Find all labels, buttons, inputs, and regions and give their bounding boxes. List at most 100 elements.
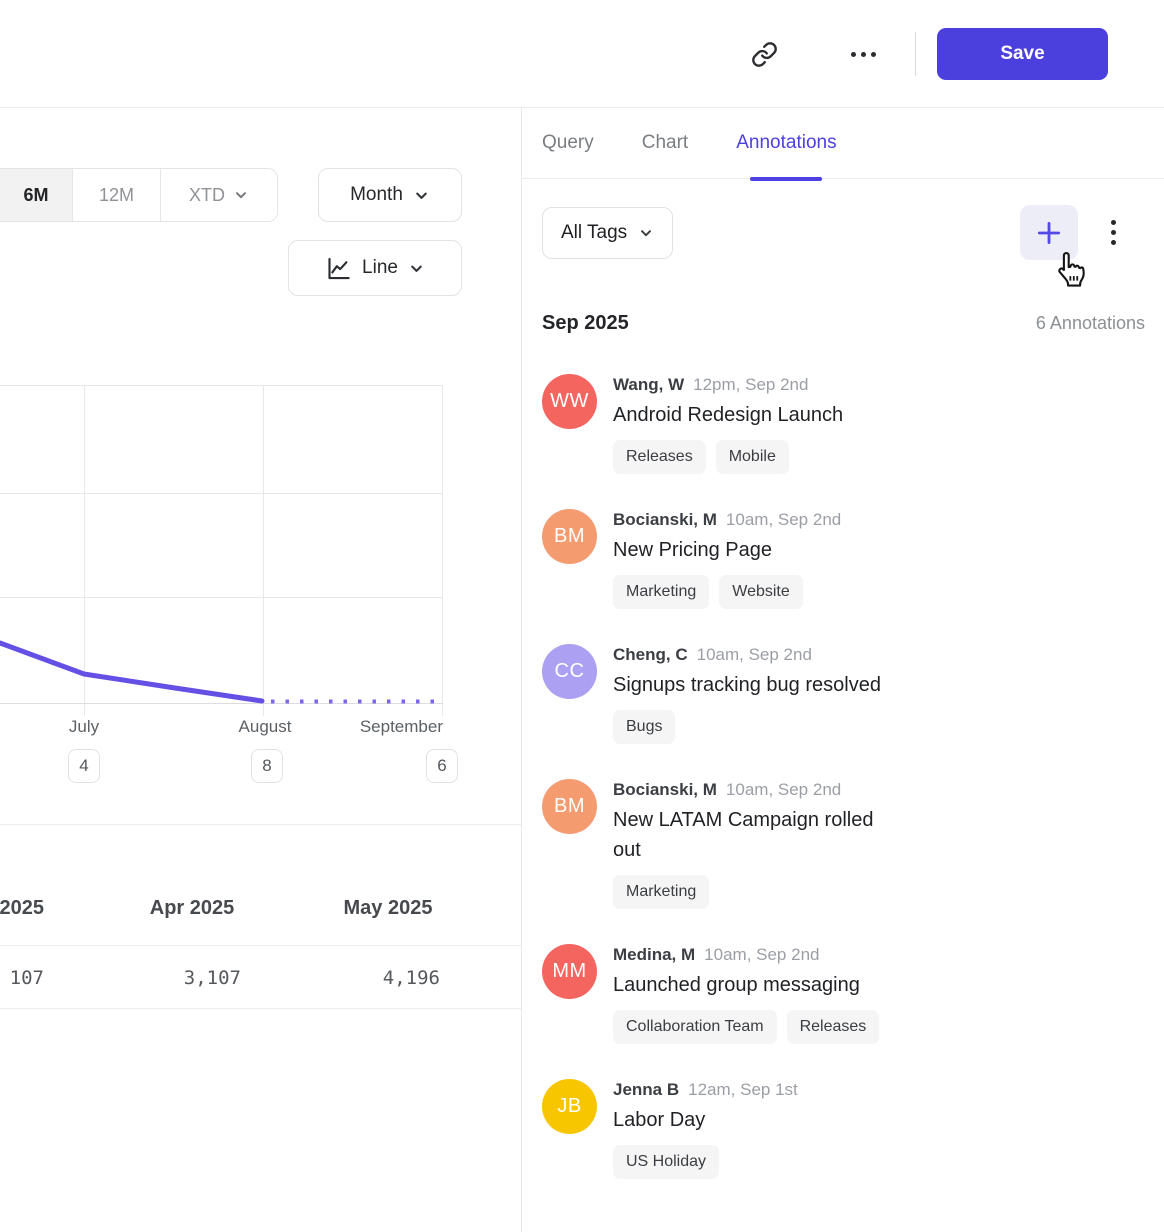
annotation-tags: Bugs <box>613 710 881 744</box>
annotation-item[interactable]: MM Medina, M 10am, Sep 2nd Launched grou… <box>542 944 1145 1044</box>
annotation-tags: Releases Mobile <box>613 440 843 474</box>
annotation-author: Bocianski, M <box>613 780 717 799</box>
topbar-divider <box>915 32 916 76</box>
annotation-timestamp: 12pm, Sep 2nd <box>693 375 809 394</box>
date-range-segmented-control: 6M 12M XTD <box>0 168 278 222</box>
chevron-down-icon <box>233 187 249 203</box>
tab-chart[interactable]: Chart <box>642 108 688 179</box>
group-month-title: Sep 2025 <box>542 312 629 334</box>
avatar: MM <box>542 944 597 999</box>
avatar: BM <box>542 779 597 834</box>
save-button[interactable]: Save <box>937 28 1108 80</box>
table-divider <box>0 824 521 825</box>
hand-pointer-cursor-icon <box>1051 248 1093 295</box>
more-actions-button[interactable] <box>840 40 886 68</box>
chart-type-label: Line <box>362 257 398 278</box>
table-header-may: May 2025 <box>343 897 433 919</box>
annotation-title: New LATAM Campaign rolled out <box>613 809 874 861</box>
tag-pill[interactable]: Website <box>719 575 803 609</box>
kebab-icon <box>1110 220 1116 245</box>
chart-type-dropdown[interactable]: Line <box>288 240 462 296</box>
annotation-timestamp: 10am, Sep 2nd <box>725 780 842 799</box>
chart-series-solid <box>0 640 265 704</box>
range-xtd-label: XTD <box>189 184 225 205</box>
table-value-mar: 107 <box>9 967 44 989</box>
annotation-author: Bocianski, M <box>613 510 717 529</box>
annotation-item[interactable]: WW Wang, W 12pm, Sep 2nd Android Redesig… <box>542 374 1145 474</box>
annotation-timestamp: 10am, Sep 2nd <box>704 945 820 964</box>
avatar: WW <box>542 374 597 429</box>
tag-pill[interactable]: Releases <box>786 1010 880 1044</box>
tag-pill[interactable]: Marketing <box>613 875 710 909</box>
chart-panel: 6M 12M XTD Month Line <box>0 108 521 1232</box>
table-divider <box>0 945 521 946</box>
annotation-count-badge-september[interactable]: 6 <box>426 749 458 783</box>
granularity-dropdown[interactable]: Month <box>318 168 462 222</box>
range-6m-button[interactable]: 6M <box>0 169 72 221</box>
annotations-panel: Query Chart Annotations All Tags <box>522 108 1164 1232</box>
line-chart-plot[interactable] <box>0 385 443 718</box>
panel-tabs: Query Chart Annotations <box>522 108 1164 179</box>
annotation-title: Labor Day <box>613 1109 706 1131</box>
annotations-overflow-menu-button[interactable] <box>1106 205 1120 260</box>
avatar: JB <box>542 1079 597 1134</box>
chevron-down-icon <box>638 225 654 241</box>
panel-divider <box>521 108 522 1232</box>
table-divider <box>0 1008 521 1009</box>
annotation-item[interactable]: BM Bocianski, M 10am, Sep 2nd New LATAM … <box>542 779 1145 909</box>
annotations-toolbar: All Tags <box>542 205 1145 287</box>
annotation-tags: Marketing <box>613 875 903 909</box>
line-chart-icon <box>325 255 352 282</box>
share-link-button[interactable] <box>746 36 782 72</box>
annotation-title: Signups tracking bug resolved <box>613 674 881 696</box>
annotation-title: Android Redesign Launch <box>613 404 844 426</box>
plus-icon <box>1034 218 1064 248</box>
annotations-content: All Tags <box>522 205 1164 1179</box>
range-12m-button[interactable]: 12M <box>72 169 160 221</box>
chevron-down-icon <box>408 260 425 277</box>
x-axis-label-september: September <box>359 717 443 736</box>
tag-pill[interactable]: Collaboration Team <box>613 1010 777 1044</box>
annotation-list: WW Wang, W 12pm, Sep 2nd Android Redesig… <box>542 374 1145 1179</box>
annotation-author: Cheng, C <box>613 645 688 664</box>
annotation-count-badge-july[interactable]: 4 <box>68 749 100 783</box>
tag-pill[interactable]: US Holiday <box>613 1145 720 1179</box>
annotation-tags: Collaboration Team Releases <box>613 1010 880 1044</box>
annotation-group-header: Sep 2025 6 Annotations <box>542 312 1145 335</box>
annotation-item[interactable]: BM Bocianski, M 10am, Sep 2nd New Pricin… <box>542 509 1145 609</box>
tag-pill[interactable]: Marketing <box>613 575 710 609</box>
table-header-apr: Apr 2025 <box>149 897 235 919</box>
tags-filter-label: All Tags <box>561 221 628 243</box>
tags-filter-dropdown[interactable]: All Tags <box>542 206 674 259</box>
annotation-item[interactable]: JB Jenna B 12am, Sep 1st Labor Day US Ho… <box>542 1079 1145 1179</box>
tag-pill[interactable]: Mobile <box>715 440 789 474</box>
annotation-timestamp: 12am, Sep 1st <box>688 1080 798 1099</box>
annotation-title: New Pricing Page <box>613 539 772 561</box>
annotation-author: Jenna B <box>613 1080 680 1099</box>
avatar: CC <box>542 644 597 699</box>
tag-pill[interactable]: Releases <box>613 440 706 474</box>
tab-annotations[interactable]: Annotations <box>736 108 836 179</box>
annotation-tags: Marketing Website <box>613 575 841 609</box>
add-annotation-button[interactable] <box>1020 205 1085 287</box>
x-axis-label-august: August <box>238 717 292 736</box>
annotation-tags: US Holiday <box>613 1145 798 1179</box>
annotation-item[interactable]: CC Cheng, C 10am, Sep 2nd Signups tracki… <box>542 644 1145 744</box>
annotation-author: Medina, M <box>613 945 696 964</box>
header-divider <box>0 107 1164 108</box>
annotation-count-badge-august[interactable]: 8 <box>251 749 283 783</box>
tab-query[interactable]: Query <box>542 108 594 179</box>
table-header-mar: 2025 <box>0 897 44 919</box>
toolbar-actions <box>1020 205 1145 287</box>
tag-pill[interactable]: Bugs <box>613 710 676 744</box>
annotation-timestamp: 10am, Sep 2nd <box>696 645 812 664</box>
link-icon <box>751 41 778 68</box>
annotation-author: Wang, W <box>613 375 685 394</box>
range-xtd-button[interactable]: XTD <box>160 169 277 221</box>
chevron-down-icon <box>413 187 430 204</box>
annotation-title: Launched group messaging <box>613 974 860 996</box>
granularity-label: Month <box>350 184 403 205</box>
ellipsis-icon <box>850 51 876 57</box>
table-value-may: 4,196 <box>382 967 440 989</box>
